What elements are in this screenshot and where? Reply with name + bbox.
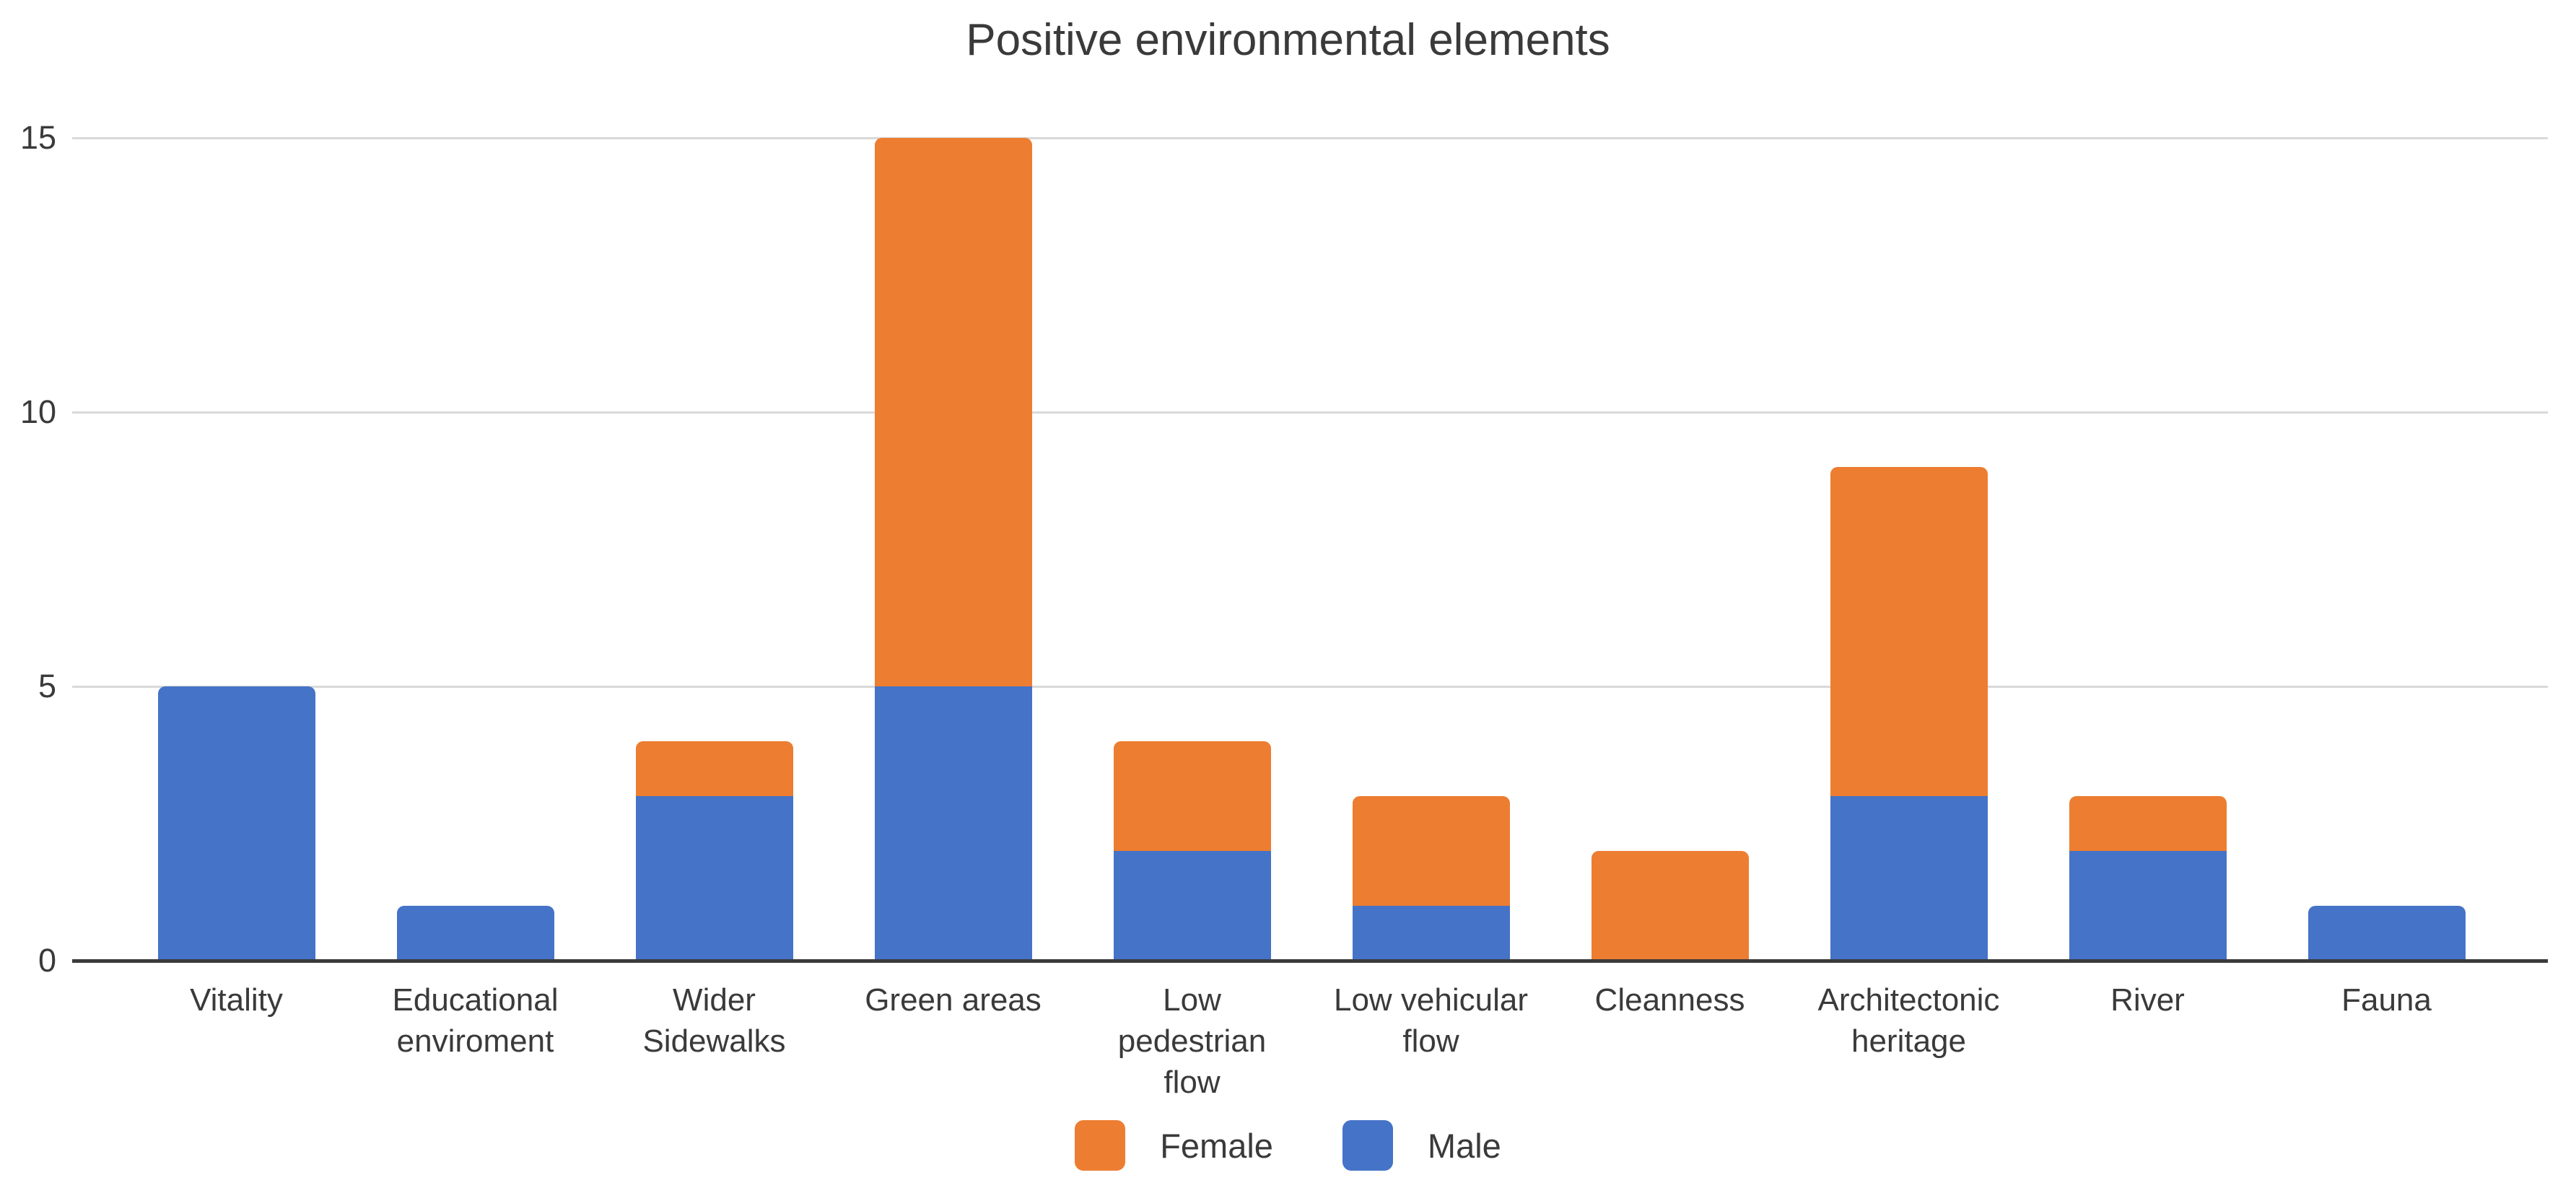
- bar-segment-female-cleanness: [1591, 851, 1749, 961]
- bar-segment-female-low-vehicular-flow: [1352, 796, 1510, 906]
- x-axis-label-vitality: Vitality: [190, 982, 283, 1018]
- legend-item-female: Female: [1075, 1120, 1273, 1171]
- x-axis-line: [72, 958, 2548, 963]
- y-tick-label-5: 5: [38, 668, 56, 704]
- bar-segment-male-architectonic-heritage: [1830, 796, 1988, 961]
- bar-segment-male-low-pedestrian-flow: [1113, 851, 1271, 961]
- legend-label-male: Male: [1427, 1126, 1501, 1165]
- bar-segment-female-low-pedestrian-flow: [1113, 741, 1271, 851]
- bar-segment-female-river: [2069, 796, 2227, 851]
- y-tick-label-15: 15: [19, 119, 56, 156]
- chart-title: Positive environmental elements: [966, 15, 1610, 65]
- bar-segment-male-low-vehicular-flow: [1352, 906, 1510, 961]
- x-axis-label-low-pedestrian-flow: Low pedestrian flow: [1117, 982, 1267, 1100]
- gridline-5: [72, 685, 2548, 688]
- x-axis-label-educational-enviroment: Educational enviroment: [392, 982, 559, 1059]
- x-axis-label-river: River: [2110, 982, 2185, 1018]
- legend-item-male: Male: [1342, 1120, 1501, 1171]
- x-axis-label-wider-sidewalks: Wider Sidewalks: [642, 982, 786, 1059]
- legend-swatch-female: [1075, 1120, 1126, 1171]
- x-axis-label-low-vehicular-flow: Low vehicular flow: [1333, 982, 1529, 1059]
- legend-label-female: Female: [1160, 1126, 1273, 1165]
- gridline-15: [72, 136, 2548, 139]
- bar-segment-female-green-areas: [874, 138, 1032, 686]
- bar-segment-male-wider-sidewalks: [635, 796, 793, 961]
- legend: Female Male: [0, 1120, 2576, 1171]
- y-tick-label-0: 0: [38, 942, 56, 979]
- gridline-10: [72, 411, 2548, 414]
- bar-segment-female-architectonic-heritage: [1830, 467, 1988, 796]
- bar-segment-male-vitality: [157, 686, 315, 961]
- y-tick-label-10: 10: [19, 393, 56, 430]
- legend-swatch-male: [1342, 1120, 1393, 1171]
- x-axis-label-architectonic-heritage: Architectonic heritage: [1817, 982, 2000, 1059]
- x-axis-label-cleanness: Cleanness: [1594, 982, 1745, 1018]
- bar-segment-male-educational-enviroment: [396, 906, 554, 961]
- x-axis-label-fauna: Fauna: [2341, 982, 2432, 1018]
- bar-segment-male-river: [2069, 851, 2227, 961]
- bar-segment-male-fauna: [2308, 906, 2466, 961]
- bar-segment-female-wider-sidewalks: [635, 741, 793, 796]
- x-axis-label-green-areas: Green areas: [865, 982, 1042, 1018]
- bar-segment-male-green-areas: [874, 686, 1032, 961]
